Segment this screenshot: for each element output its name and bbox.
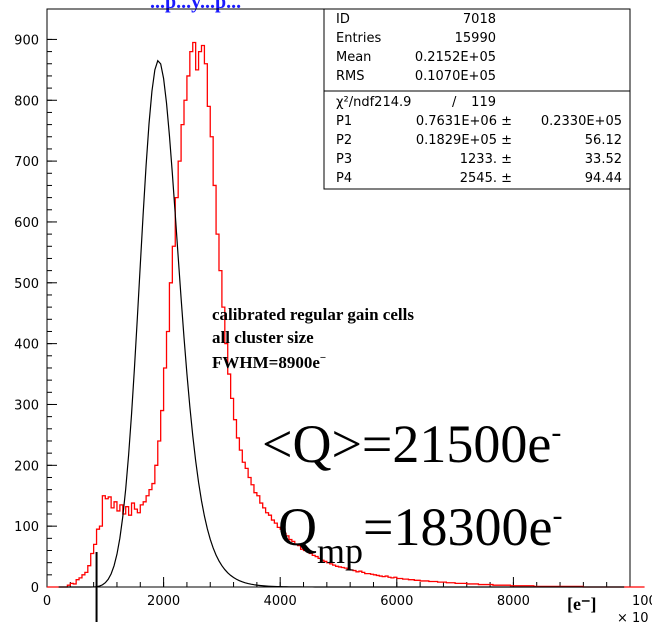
chart-title: ...p...y...p... (150, 0, 241, 13)
stats-value: 7018 (463, 12, 496, 27)
stats-label: Entries (336, 31, 382, 46)
fit-value: 0.7631E+06 ± (416, 114, 512, 129)
fit-label: χ²/ndf214.9 (336, 95, 411, 110)
fit-value: / (452, 95, 457, 110)
y-axis: 0 100 200 300 400 500 600 700 800 900 (14, 33, 57, 596)
x-scale-label: × 10 (617, 611, 649, 625)
fit-label: P1 (336, 114, 352, 129)
fit-error: 94.44 (585, 171, 622, 186)
y-tick-label: 500 (14, 277, 39, 292)
fit-error: 56.12 (585, 133, 622, 148)
y-tick-label: 900 (14, 33, 39, 48)
x-tick-label: 6000 (380, 594, 413, 609)
y-tick-label: 200 (14, 459, 39, 474)
x-tick-label: 2000 (147, 594, 180, 609)
x-tick-label: 8000 (497, 594, 530, 609)
y-tick-label: 700 (14, 155, 39, 170)
fit-label: P2 (336, 133, 352, 148)
fit-value: 1233. ± (460, 152, 512, 167)
stats-value: 0.1070E+05 (415, 69, 496, 84)
fit-curve (58, 59, 625, 588)
x-tick-label: 4000 (264, 594, 297, 609)
fit-label: P4 (336, 171, 352, 186)
y-tick-label: 800 (14, 94, 39, 109)
x-unit-label: [e⁻] (567, 594, 596, 614)
stats-label: RMS (336, 69, 365, 84)
y-tick-label: 600 (14, 216, 39, 231)
fit-error: 33.52 (585, 152, 622, 167)
fit-error: 0.2330E+05 (541, 114, 622, 129)
annotation-cluster-size: all cluster size (212, 328, 314, 347)
histogram-series (47, 41, 645, 588)
x-tick-label: 0 (43, 594, 51, 609)
fit-label: P3 (336, 152, 352, 167)
y-tick-label: 100 (14, 520, 39, 535)
annotation-most-probable-charge: Qmp=18300e- (278, 497, 562, 571)
fit-value: 119 (471, 95, 496, 110)
annotation-fwhm: FWHM=8900e− (212, 352, 326, 372)
annotation-mean-charge: <Q>=21500e- (262, 414, 561, 474)
x-tick-label: 10000 (632, 594, 652, 609)
y-tick-label: 300 (14, 398, 39, 413)
stats-value: 0.2152E+05 (415, 50, 496, 65)
y-tick-label: 0 (31, 581, 39, 596)
annotation-calibrated: calibrated regular gain cells (212, 305, 414, 324)
y-tick-label: 400 (14, 338, 39, 353)
stats-label: ID (336, 12, 350, 27)
stats-box: ID 7018 Entries 15990 Mean 0.2152E+05 RMS 0.107… (323, 8, 631, 190)
fit-value: 0.1829E+05 ± (416, 133, 512, 148)
fit-value: 2545. ± (460, 171, 512, 186)
x-axis: 0 2000 4000 6000 8000 10000 (43, 577, 652, 609)
stats-label: Mean (336, 50, 371, 65)
stats-value: 15990 (455, 31, 496, 46)
